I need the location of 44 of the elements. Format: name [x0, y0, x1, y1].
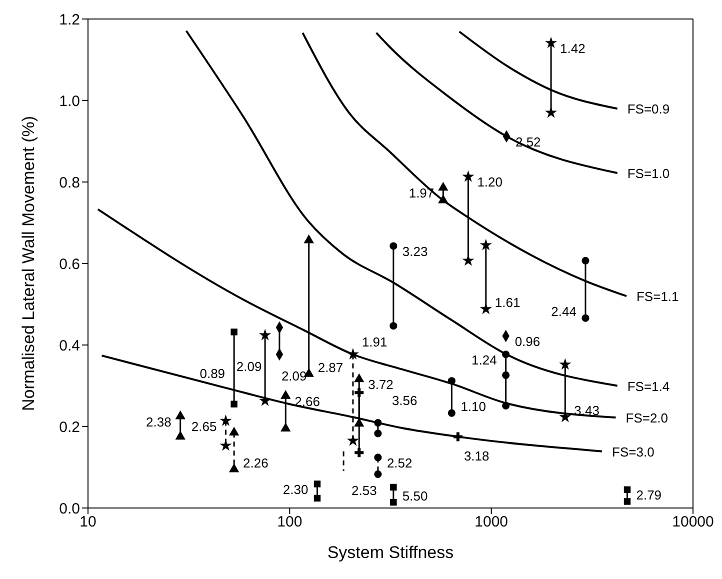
annotation: 2.44 — [551, 304, 576, 320]
annotation: 0.96 — [514, 334, 540, 350]
annotation: 5.50 — [402, 488, 428, 504]
annotation: 1.10 — [460, 399, 486, 414]
annotation: 1.24 — [472, 352, 497, 368]
annotation: 2.30 — [282, 482, 308, 497]
x-tick-label: 100 — [277, 514, 302, 531]
annotation: 2.65 — [191, 418, 217, 434]
annotation: 1.61 — [494, 295, 520, 310]
annotation: 2.52 — [386, 455, 412, 470]
x-tick-label: 10 — [80, 514, 96, 531]
annotation: 2.52 — [515, 134, 541, 150]
annotation: 1.91 — [362, 334, 388, 350]
y-tick-label: 0.8 — [59, 174, 80, 192]
x-tick-label: 10000 — [672, 514, 714, 531]
annotation: 3.23 — [402, 244, 428, 259]
annotation: 2.09 — [236, 358, 262, 374]
y-tick-label: 0.4 — [59, 337, 80, 354]
annotation: 2.53 — [352, 482, 377, 498]
series-label: FS=1.4 — [627, 378, 670, 394]
annotation: 3.72 — [368, 377, 394, 392]
annotation: 1.20 — [477, 174, 503, 190]
series-label: FS=1.1 — [636, 289, 679, 304]
y-tick-label: 0.2 — [59, 418, 80, 436]
x-axis-title: System Stiffness — [327, 543, 454, 562]
y-tick-label: 1.2 — [59, 11, 80, 28]
annotation: 2.26 — [243, 455, 268, 470]
annotation: 2.09 — [281, 368, 307, 384]
annotation: 2.79 — [636, 488, 662, 503]
annotation: 2.87 — [318, 360, 344, 375]
annotation: 0.89 — [200, 366, 226, 382]
series-label: FS=3.0 — [612, 444, 654, 460]
series-label: FS=2.0 — [626, 410, 668, 426]
annotation: 3.56 — [392, 392, 418, 408]
annotation: 2.38 — [146, 414, 172, 430]
y-tick-label: 0.0 — [59, 500, 80, 518]
y-tick-label: 1.0 — [59, 92, 80, 110]
y-tick-label: 0.6 — [59, 256, 80, 273]
annotation: 3.18 — [464, 448, 490, 464]
annotation: 1.42 — [560, 41, 586, 56]
series-label: FS=1.0 — [627, 166, 670, 182]
series-label: FS=0.9 — [627, 102, 670, 117]
y-axis-title: Normalised Lateral Wall Movement (%) — [19, 116, 38, 412]
x-tick-label: 1000 — [474, 514, 508, 531]
